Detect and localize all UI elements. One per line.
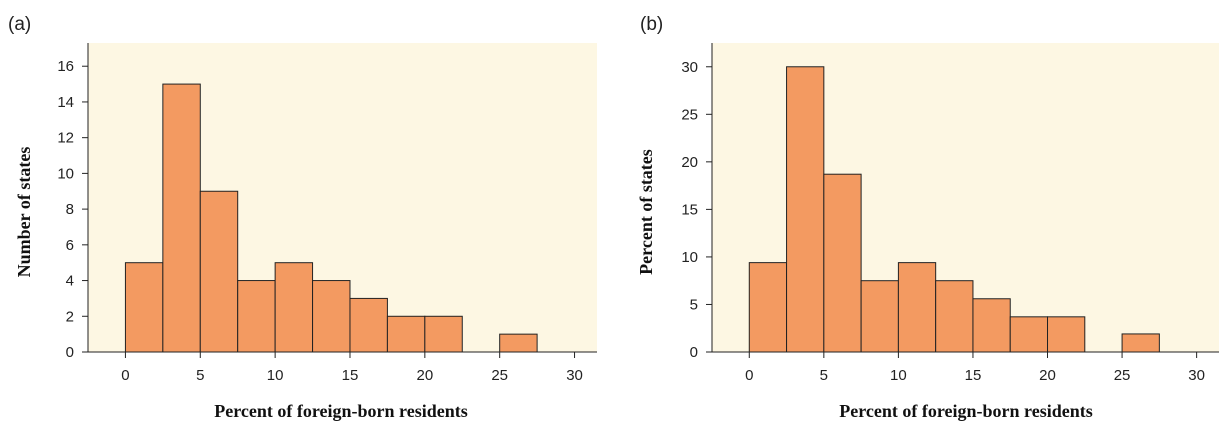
histogram-bar: [124, 262, 164, 353]
histogram-bar: [972, 298, 1011, 353]
y-tick-label: 20: [681, 154, 698, 171]
x-tick-label: 30: [1188, 367, 1205, 384]
panel-label: (b): [640, 14, 663, 35]
x-tick-label: 10: [267, 367, 284, 384]
y-axis-title: Percent of states: [636, 149, 656, 275]
histogram-bar: [499, 333, 538, 353]
x-tick-label: 25: [1114, 367, 1131, 384]
histogram-bar: [349, 297, 388, 353]
histogram-bar: [237, 280, 276, 353]
histogram-panel-b: (b) 0 5 10 15 20 25 30 0 5 10 15 20 25 30 Percent of fo…: [636, 14, 1219, 421]
histogram-bar: [897, 262, 937, 353]
x-tick-label: 10: [890, 367, 907, 384]
histogram-bar: [162, 83, 201, 353]
histogram-panel-a: (a) 0 2 4 6 8 10 12 14 16 0 5 10 15 20 25 30 Percent of f…: [8, 14, 597, 421]
x-tick-label: 15: [342, 367, 359, 384]
histogram-bar: [935, 280, 974, 353]
x-tick-label: 25: [491, 367, 508, 384]
y-tick-label: 2: [66, 308, 74, 325]
x-axis-title: Percent of foreign-born residents: [214, 401, 467, 421]
y-tick-label: 6: [66, 237, 74, 254]
histogram-bar: [786, 66, 825, 353]
y-tick-label: 5: [690, 296, 698, 313]
y-tick-label: 30: [681, 59, 698, 76]
histogram-bar: [1047, 316, 1086, 353]
x-tick-label: 20: [416, 367, 433, 384]
y-tick-label: 0: [66, 344, 74, 361]
y-tick-label: 14: [57, 94, 74, 111]
x-tick-label: 0: [745, 367, 753, 384]
x-tick-label: 30: [566, 367, 583, 384]
y-tick-label: 10: [57, 165, 74, 182]
histogram-bar: [1121, 333, 1160, 353]
histogram-bar: [312, 280, 351, 353]
y-tick-label: 10: [681, 249, 698, 266]
x-axis-title: Percent of foreign-born residents: [839, 401, 1092, 421]
histogram-bar: [860, 280, 899, 353]
histogram-bar: [424, 315, 463, 353]
x-tick-label: 0: [121, 367, 129, 384]
y-tick-label: 4: [66, 273, 74, 290]
x-tick-label: 5: [196, 367, 204, 384]
histogram-bar: [274, 262, 314, 353]
histogram-bar: [823, 173, 862, 353]
x-tick-label: 20: [1039, 367, 1056, 384]
y-tick-label: 8: [66, 201, 74, 218]
y-tick-label: 0: [690, 344, 698, 361]
histogram-bar: [386, 315, 426, 353]
x-tick-label: 15: [965, 367, 982, 384]
histogram-bar: [748, 262, 788, 353]
y-tick-label: 12: [57, 130, 74, 147]
x-tick-label: 5: [820, 367, 828, 384]
y-axis-title: Number of states: [14, 147, 34, 278]
histogram-bar: [1009, 316, 1049, 353]
y-tick-label: 25: [681, 106, 698, 123]
panel-label: (a): [8, 14, 31, 35]
y-tick-label: 16: [57, 58, 74, 75]
histogram-bar: [199, 190, 239, 353]
y-tick-label: 15: [681, 201, 698, 218]
